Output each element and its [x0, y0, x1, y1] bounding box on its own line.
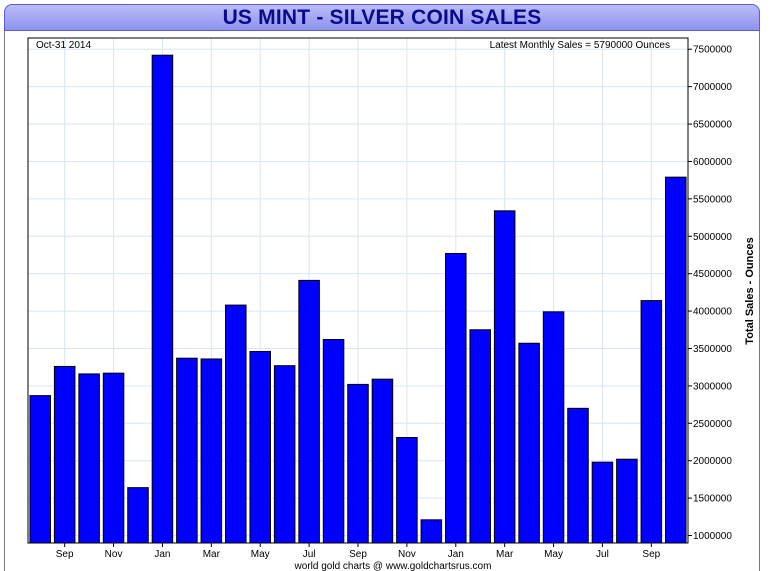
x-axis: Sep Nov Jan Mar May Jul Sep Nov Jan Mar May Jul Sep	[56, 543, 661, 560]
bar	[518, 342, 540, 544]
bar	[273, 365, 296, 544]
y-tick-label: 7500000	[693, 45, 732, 56]
bar	[53, 365, 76, 544]
y-tick-label: 1000000	[693, 531, 732, 542]
date-label: Oct-31 2014	[36, 40, 91, 51]
bar	[347, 383, 369, 544]
x-tick-label: Nov	[398, 549, 416, 560]
bar	[200, 358, 223, 544]
bar	[102, 372, 125, 544]
latest-sales-label: Latest Monthly Sales = 5790000 Ounces	[490, 40, 670, 51]
bar	[493, 210, 516, 544]
bar	[396, 437, 418, 544]
y-tick-label: 3500000	[693, 344, 732, 355]
y-tick-label: 2000000	[693, 456, 732, 467]
x-tick-label: Mar	[496, 549, 514, 560]
y-tick-label: 6000000	[693, 157, 732, 168]
x-tick-label: Jan	[154, 549, 170, 560]
bars	[29, 54, 687, 544]
x-tick-label: Jul	[303, 549, 316, 560]
y-tick-label: 1500000	[693, 494, 732, 505]
bar	[567, 407, 589, 544]
bar	[78, 373, 100, 544]
y-tick-label: 5500000	[693, 194, 732, 205]
y-tick-label: 5000000	[693, 232, 732, 243]
x-tick-label: Jan	[448, 549, 464, 560]
bar	[420, 519, 443, 544]
x-tick-label: Sep	[349, 549, 367, 560]
bar	[371, 378, 394, 544]
bar	[665, 176, 687, 544]
bar	[298, 279, 320, 544]
y-tick-label: 6500000	[693, 120, 732, 131]
y-axis: 1000000 1500000 2000000 2500000 3000000 35000…	[688, 45, 732, 542]
bar	[322, 339, 345, 544]
y-tick-label: 2500000	[693, 419, 732, 430]
bar	[176, 357, 198, 544]
chart-title-bar: US MINT - SILVER COIN SALES	[4, 4, 760, 31]
bar	[29, 395, 51, 544]
footer-credit: world gold charts @ www.goldchartsrus.co…	[294, 561, 492, 571]
bar	[640, 300, 663, 544]
y-tick-label: 7000000	[693, 82, 732, 93]
x-tick-label: Sep	[56, 549, 74, 560]
bar	[225, 304, 247, 544]
chart-title: US MINT - SILVER COIN SALES	[222, 5, 542, 29]
x-tick-label: May	[251, 549, 270, 560]
bar	[127, 487, 149, 544]
x-tick-label: Jul	[596, 549, 609, 560]
x-tick-label: Sep	[642, 549, 660, 560]
x-tick-label: May	[544, 549, 563, 560]
x-tick-label: Mar	[203, 549, 221, 560]
bar	[249, 350, 271, 544]
y-tick-label: 4000000	[693, 307, 732, 318]
y-tick-label: 3000000	[693, 381, 732, 392]
bar	[469, 329, 491, 544]
bar	[445, 252, 467, 544]
bar	[616, 458, 638, 544]
chart-frame	[4, 31, 760, 571]
bar	[591, 461, 614, 544]
bar	[151, 54, 174, 544]
bar	[542, 311, 565, 544]
y-tick-label: 4500000	[693, 269, 732, 280]
x-tick-label: Nov	[105, 549, 123, 560]
y-axis-title: Total Sales - Ounces	[744, 237, 756, 344]
